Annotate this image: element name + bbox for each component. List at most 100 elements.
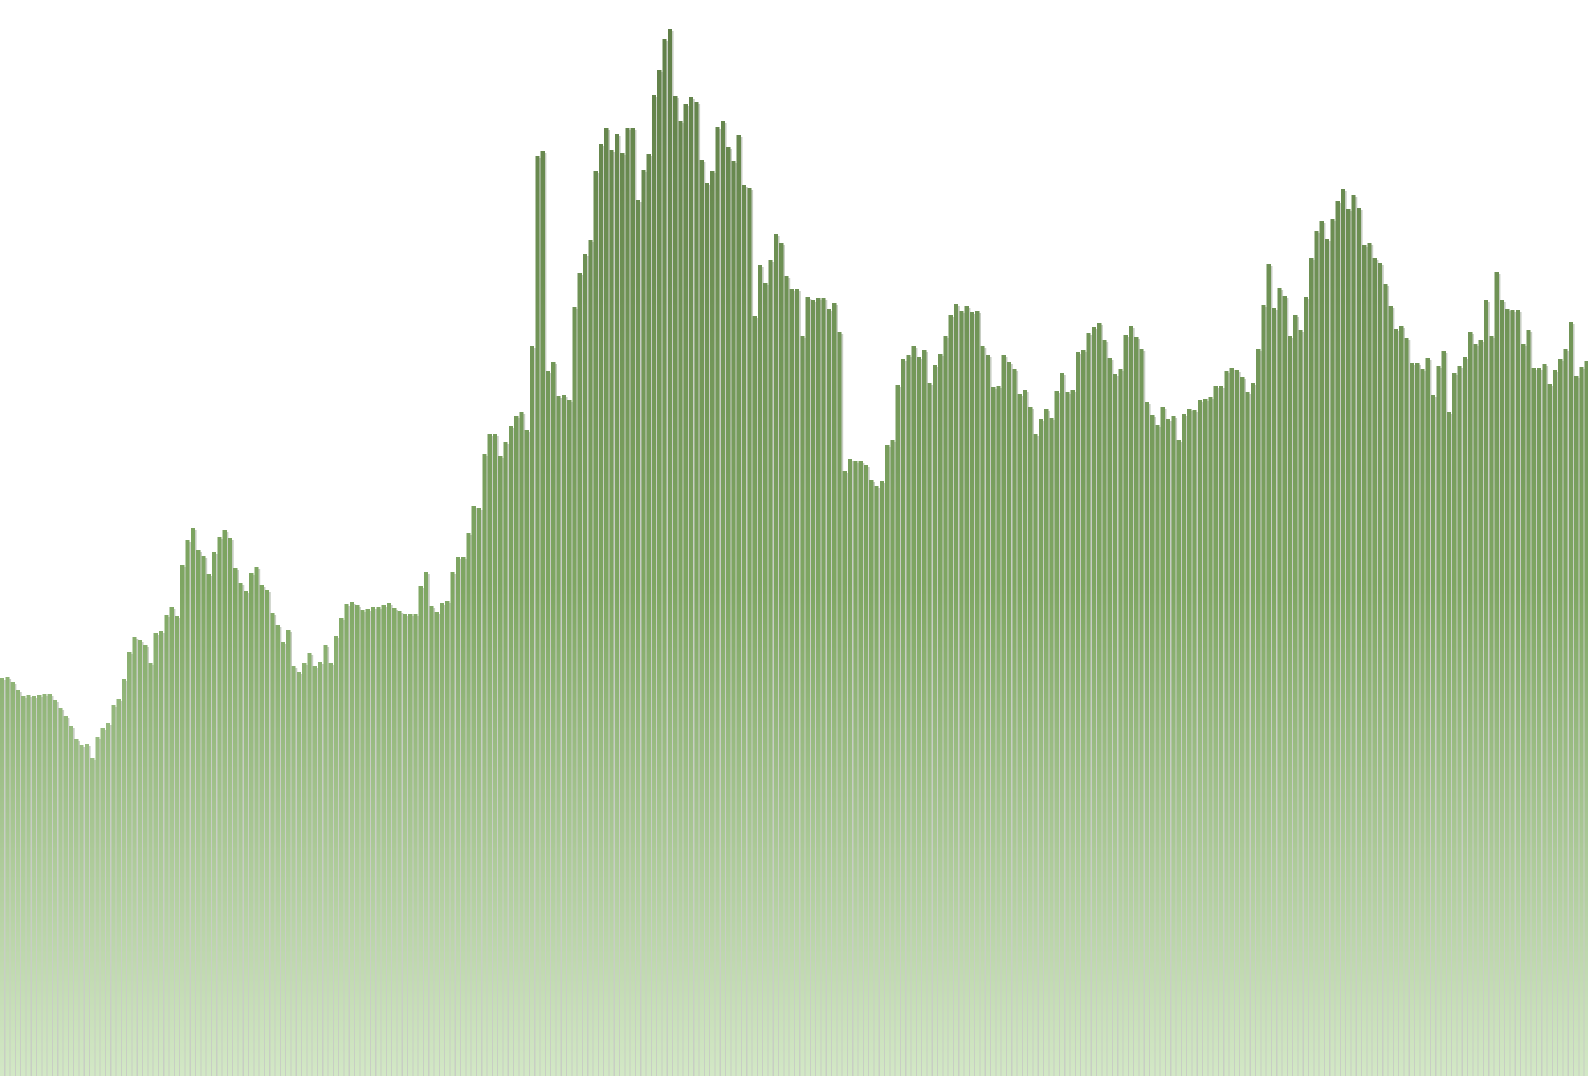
- bar: [174, 616, 180, 1076]
- bar: [726, 147, 731, 1076]
- bar: [588, 240, 593, 1076]
- bar: [710, 171, 715, 1076]
- bar: [169, 607, 174, 1076]
- bar: [95, 737, 100, 1076]
- bar: [1282, 296, 1287, 1076]
- bar: [100, 728, 105, 1076]
- bar: [307, 653, 312, 1076]
- bar: [1166, 419, 1171, 1076]
- bar: [604, 128, 609, 1076]
- bar: [1563, 349, 1568, 1076]
- bar: [1579, 367, 1584, 1076]
- bar: [1277, 288, 1282, 1076]
- bar: [190, 528, 195, 1076]
- bar: [487, 434, 492, 1076]
- bar: [1213, 386, 1218, 1076]
- bar: [1574, 376, 1579, 1076]
- bar: [874, 486, 879, 1076]
- bar: [0, 678, 5, 1076]
- bar: [318, 662, 323, 1076]
- bar: [217, 537, 222, 1076]
- bar: [1547, 384, 1552, 1076]
- bar: [1160, 407, 1165, 1076]
- bar: [344, 604, 349, 1076]
- bar: [180, 565, 185, 1076]
- bar: [577, 273, 582, 1076]
- bar: [689, 97, 694, 1076]
- bar: [249, 573, 254, 1076]
- bar: [461, 557, 466, 1076]
- bar: [1303, 297, 1308, 1076]
- bar: [381, 605, 386, 1076]
- bar: [667, 29, 672, 1076]
- bar: [625, 128, 630, 1076]
- bar: [1219, 386, 1224, 1076]
- bar: [1203, 399, 1208, 1076]
- bar: [954, 304, 959, 1076]
- bar: [1229, 368, 1234, 1076]
- bar: [1319, 221, 1324, 1076]
- bar: [938, 354, 943, 1076]
- bar: [1330, 219, 1335, 1076]
- bar: [1473, 344, 1478, 1076]
- bar: [455, 557, 460, 1076]
- bar: [996, 386, 1001, 1076]
- bar: [1499, 300, 1505, 1076]
- bar: [1431, 395, 1436, 1076]
- bar: [1155, 425, 1160, 1076]
- bar: [1208, 397, 1213, 1076]
- bar: [704, 183, 710, 1076]
- bar: [1446, 412, 1452, 1076]
- bar: [153, 633, 158, 1076]
- bar: [789, 289, 794, 1076]
- bar: [1537, 368, 1542, 1076]
- bar: [795, 289, 800, 1076]
- bar: [731, 161, 736, 1076]
- bar: [1197, 400, 1202, 1076]
- bar: [1531, 368, 1536, 1076]
- bar: [943, 336, 948, 1076]
- bar: [832, 303, 837, 1076]
- bar: [1335, 201, 1340, 1076]
- bar: [715, 127, 720, 1076]
- bar: [1393, 329, 1399, 1076]
- bar: [545, 371, 551, 1076]
- bar: [84, 744, 89, 1076]
- bar: [657, 70, 662, 1076]
- bar: [1441, 351, 1446, 1076]
- bar: [1181, 414, 1187, 1076]
- bar: [805, 297, 810, 1076]
- bar: [1256, 349, 1261, 1076]
- bar: [185, 540, 190, 1076]
- bar: [1362, 245, 1367, 1076]
- bar: [1425, 358, 1430, 1076]
- bar: [683, 104, 688, 1076]
- bar: [1584, 361, 1588, 1076]
- bar: [37, 695, 42, 1076]
- bar: [1415, 363, 1420, 1076]
- bar: [561, 395, 566, 1076]
- bar: [26, 695, 31, 1076]
- bar: [1139, 349, 1144, 1076]
- bar: [810, 300, 816, 1076]
- bar: [1478, 340, 1483, 1076]
- bar: [1494, 272, 1499, 1076]
- bar: [323, 645, 328, 1076]
- bar: [1378, 263, 1383, 1076]
- bar: [1012, 369, 1017, 1076]
- bar: [620, 153, 625, 1076]
- bar: [1038, 419, 1043, 1076]
- bar: [1552, 370, 1558, 1076]
- bar: [768, 260, 773, 1076]
- bar: [212, 552, 217, 1076]
- bar: [159, 631, 164, 1076]
- bar: [593, 171, 598, 1076]
- bar: [74, 739, 79, 1076]
- bar: [636, 200, 641, 1076]
- bar: [1515, 310, 1520, 1076]
- bar: [800, 336, 805, 1076]
- bar: [429, 606, 434, 1076]
- bar: [58, 708, 63, 1076]
- bar: [1107, 358, 1112, 1076]
